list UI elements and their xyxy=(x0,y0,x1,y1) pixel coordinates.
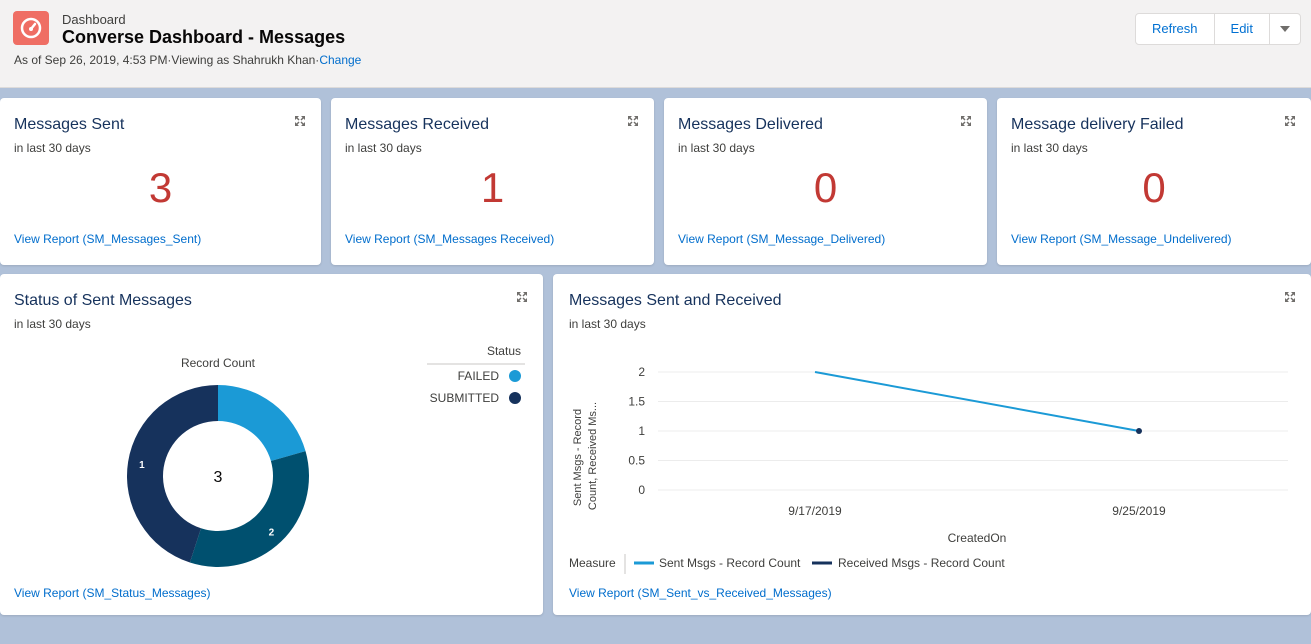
x-axis-label: CreatedOn xyxy=(948,531,1007,545)
sent-received-card: Messages Sent and Received in last 30 da… xyxy=(553,274,1311,615)
y-tick-label: 1 xyxy=(638,424,645,438)
as-of-text: As of Sep 26, 2019, 4:53 PM·Viewing as S… xyxy=(14,53,320,67)
metric-card-received: Messages Received in last 30 days 1 View… xyxy=(331,98,654,265)
x-tick-label: 9/25/2019 xyxy=(1112,504,1166,518)
metric-title: Messages Sent xyxy=(14,116,125,133)
refresh-button[interactable]: Refresh xyxy=(1136,14,1215,44)
donut-slice[interactable] xyxy=(127,385,218,563)
metric-card-failed: Message delivery Failed in last 30 days … xyxy=(997,98,1311,265)
metric-subtitle: in last 30 days xyxy=(345,141,422,155)
metric-subtitle: in last 30 days xyxy=(678,141,755,155)
series-point-received[interactable] xyxy=(1136,428,1142,434)
metric-subtitle: in last 30 days xyxy=(1011,141,1088,155)
legend-item-received[interactable]: Received Msgs - Record Count xyxy=(838,556,1005,570)
header-meta: As of Sep 26, 2019, 4:53 PM·Viewing as S… xyxy=(14,53,361,67)
view-report-link[interactable]: View Report (SM_Message_Delivered) xyxy=(678,232,886,246)
edit-button[interactable]: Edit xyxy=(1215,14,1270,44)
legend-item-sent[interactable]: Sent Msgs - Record Count xyxy=(659,556,801,570)
expand-icon[interactable] xyxy=(1284,115,1296,127)
donut-slice[interactable] xyxy=(218,385,306,461)
dashboard-header: Dashboard Converse Dashboard - Messages … xyxy=(0,0,1311,88)
y-axis-label: Sent Msgs - Record Count, Received Ms... xyxy=(572,402,599,510)
card-title: Messages Sent and Received xyxy=(569,292,782,309)
more-actions-button[interactable] xyxy=(1270,14,1300,44)
expand-icon[interactable] xyxy=(516,291,528,303)
status-card: Status of Sent Messages in last 30 days … xyxy=(0,274,543,615)
view-report-link[interactable]: View Report (SM_Status_Messages) xyxy=(14,586,211,600)
card-subtitle: in last 30 days xyxy=(14,317,91,331)
expand-icon[interactable] xyxy=(294,115,306,127)
change-viewer-link[interactable]: Change xyxy=(319,53,362,67)
metric-title: Messages Delivered xyxy=(678,116,823,133)
metric-value: 1 xyxy=(480,164,505,211)
measure-label: Measure xyxy=(569,556,616,570)
view-report-link[interactable]: View Report (SM_Messages Received) xyxy=(345,232,555,246)
card-subtitle: in last 30 days xyxy=(569,317,646,331)
donut-slice-label: 2 xyxy=(269,527,275,538)
view-report-link[interactable]: View Report (SM_Messages_Sent) xyxy=(14,232,202,246)
donut-center-label: 3 xyxy=(214,469,223,486)
legend-item-submitted[interactable]: SUBMITTED xyxy=(430,391,500,405)
metric-subtitle: in last 30 days xyxy=(14,141,91,155)
page-title: Converse Dashboard - Messages xyxy=(62,27,346,47)
donut-slice-label: 1 xyxy=(139,460,145,471)
x-tick-label: 9/17/2019 xyxy=(788,504,842,518)
expand-icon[interactable] xyxy=(1284,291,1296,303)
view-report-link[interactable]: View Report (SM_Message_Undelivered) xyxy=(1011,232,1232,246)
metric-card-delivered: Messages Delivered in last 30 days 0 Vie… xyxy=(664,98,987,265)
donut-slice[interactable] xyxy=(189,451,309,567)
dashboard-gauge-icon xyxy=(13,11,49,45)
legend-title: Status xyxy=(487,344,521,358)
y-tick-label: 0.5 xyxy=(628,454,645,468)
metric-title: Messages Received xyxy=(345,116,490,133)
donut-title: Record Count xyxy=(181,356,256,370)
y-tick-label: 1.5 xyxy=(628,395,645,409)
header-actions: Refresh Edit xyxy=(1135,13,1301,45)
expand-icon[interactable] xyxy=(627,115,639,127)
legend-swatch-submitted xyxy=(509,392,521,404)
chevron-down-icon xyxy=(1279,26,1290,32)
metric-value: 0 xyxy=(813,164,838,211)
status-donut-chart: Record Count 2 1 3 Status FAILED SUBMITTE… xyxy=(127,344,525,567)
header-eyebrow: Dashboard xyxy=(62,12,126,27)
view-report-link[interactable]: View Report (SM_Sent_vs_Received_Message… xyxy=(569,586,832,600)
sent-received-line-chart: 2 1.5 1 0.5 0 9/17/2019 9/25/2019 Sent Msgs -… xyxy=(569,365,1288,574)
metric-value: 3 xyxy=(148,164,173,211)
legend-item-failed[interactable]: FAILED xyxy=(458,369,500,383)
legend-swatch-failed xyxy=(509,370,521,382)
card-title: Status of Sent Messages xyxy=(14,292,192,309)
series-line-sent[interactable] xyxy=(814,371,1140,432)
metric-card-sent: Messages Sent in last 30 days 3 View Rep… xyxy=(0,98,321,265)
expand-icon[interactable] xyxy=(960,115,972,127)
y-tick-label: 0 xyxy=(638,483,645,497)
y-tick-label: 2 xyxy=(638,365,645,379)
metric-value: 0 xyxy=(1142,164,1166,211)
metric-title: Message delivery Failed xyxy=(1011,116,1184,133)
